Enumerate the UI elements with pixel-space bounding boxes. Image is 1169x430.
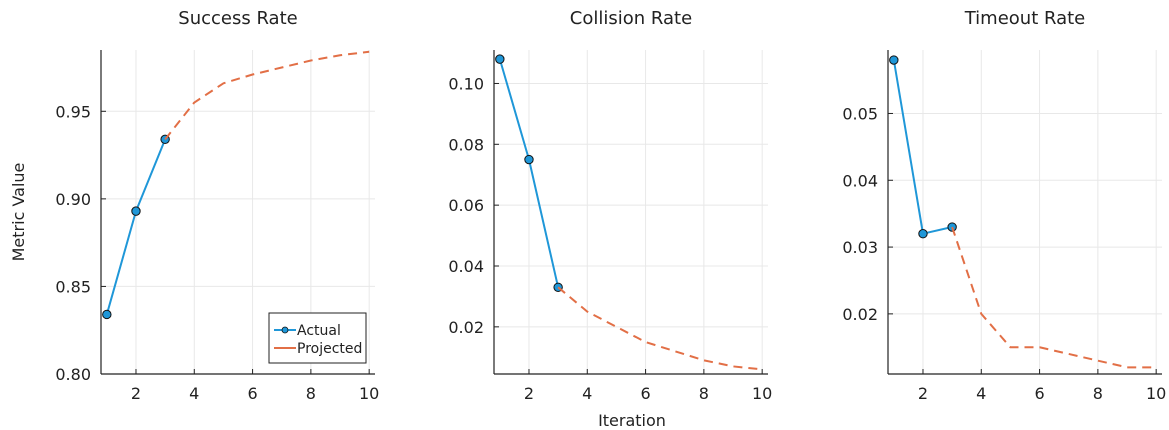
chart-title: Collision Rate [570, 8, 692, 29]
legend-box [268, 312, 367, 364]
y-tick-label: 0.08 [448, 135, 484, 154]
chart-panel-1: Success Rate 2 4 6 8 10 0.80 0.85 0.90 0.95 Actual… [55, 8, 379, 403]
y-tick-label: 0.80 [55, 365, 91, 384]
chart-title: Timeout Rate [964, 8, 1086, 29]
x-tick-label: 6 [640, 384, 650, 403]
actual-data-point [102, 309, 112, 320]
y-tick-label: 0.04 [448, 257, 484, 276]
y-tick-label: 0.90 [55, 190, 91, 209]
chart-title: Success Rate [178, 8, 297, 29]
actual-data-point [131, 206, 141, 216]
legend-projected-label: Projected [297, 341, 362, 357]
y-axis-label: Metric Value [9, 163, 28, 262]
x-tick-label: 6 [1034, 384, 1044, 403]
actual-data-point [918, 229, 928, 239]
legend: Actual Projected [268, 312, 367, 364]
x-tick-label: 4 [976, 384, 986, 403]
x-tick-label: 4 [189, 384, 199, 403]
projected-series-line [557, 286, 763, 371]
y-tick-label: 0.10 [448, 74, 484, 93]
y-tick-label: 0.02 [842, 305, 878, 324]
y-tick-label: 0.03 [842, 238, 878, 257]
x-tick-label: 10 [752, 384, 772, 403]
chart-panel-2: Collision Rate 2 4 6 8 10 0.02 0.04 0.06 0.08 0.10 [448, 8, 772, 403]
x-axis-label: Iteration [598, 411, 666, 430]
x-tick-label: 2 [918, 384, 928, 403]
legend-actual-label: Actual [297, 323, 341, 339]
y-tick-label: 0.02 [448, 318, 484, 337]
x-tick-label: 10 [1146, 384, 1166, 403]
x-tick-label: 8 [1093, 384, 1103, 403]
legend-actual-swatch-marker [281, 326, 289, 334]
x-tick-label: 8 [699, 384, 709, 403]
projected-series-line [164, 50, 370, 140]
x-tick-label: 8 [306, 384, 316, 403]
x-tick-label: 6 [247, 384, 257, 403]
x-tick-label: 2 [131, 384, 141, 403]
actual-data-point [495, 54, 505, 64]
y-tick-label: 0.95 [55, 102, 91, 121]
actual-data-point [889, 55, 899, 65]
chart-panels: Success Rate 2 4 6 8 10 0.80 0.85 0.90 0.95 Actual… [55, 8, 1166, 403]
projected-series-line [951, 226, 1157, 369]
x-tick-label: 2 [524, 384, 534, 403]
chart-panel-3: Timeout Rate 2 4 6 8 10 0.02 0.03 0.04 0.05 [842, 8, 1166, 403]
x-tick-label: 4 [582, 384, 592, 403]
y-tick-label: 0.85 [55, 277, 91, 296]
actual-data-point [524, 154, 534, 165]
y-tick-label: 0.05 [842, 104, 878, 123]
y-tick-label: 0.06 [448, 196, 484, 215]
y-tick-label: 0.04 [842, 171, 878, 190]
x-tick-label: 10 [359, 384, 379, 403]
